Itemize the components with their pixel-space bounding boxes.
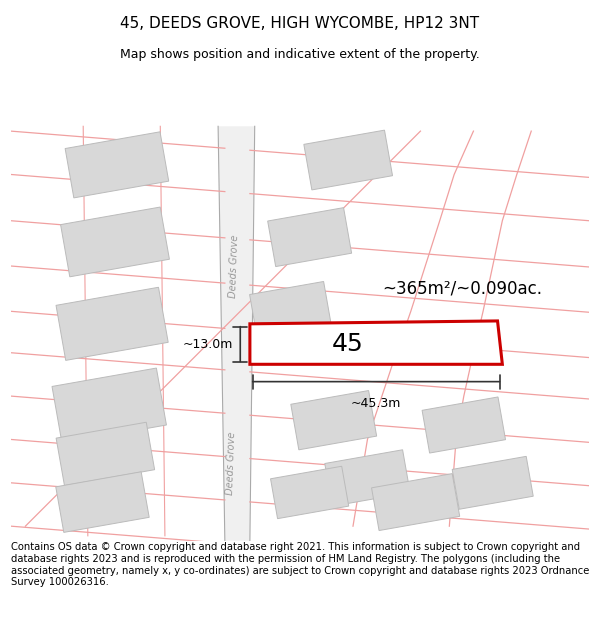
- Polygon shape: [218, 126, 255, 541]
- Text: ~45.3m: ~45.3m: [351, 397, 401, 410]
- Polygon shape: [56, 422, 155, 486]
- Polygon shape: [250, 321, 502, 364]
- Polygon shape: [271, 466, 349, 519]
- Polygon shape: [250, 281, 331, 338]
- Text: ~13.0m: ~13.0m: [182, 338, 233, 351]
- Polygon shape: [325, 450, 410, 506]
- Polygon shape: [452, 456, 533, 509]
- Text: Deeds Grove: Deeds Grove: [224, 432, 237, 496]
- Polygon shape: [371, 474, 460, 531]
- Polygon shape: [65, 132, 169, 198]
- Text: Map shows position and indicative extent of the property.: Map shows position and indicative extent…: [120, 48, 480, 61]
- Polygon shape: [268, 208, 352, 267]
- Polygon shape: [56, 288, 168, 361]
- Text: Contains OS data © Crown copyright and database right 2021. This information is : Contains OS data © Crown copyright and d…: [11, 542, 589, 587]
- Polygon shape: [61, 207, 169, 277]
- Polygon shape: [422, 397, 506, 453]
- Text: Deeds Grove: Deeds Grove: [229, 234, 241, 298]
- Polygon shape: [304, 130, 392, 190]
- Polygon shape: [52, 368, 166, 443]
- Text: 45: 45: [331, 332, 363, 356]
- Text: 45, DEEDS GROVE, HIGH WYCOMBE, HP12 3NT: 45, DEEDS GROVE, HIGH WYCOMBE, HP12 3NT: [121, 16, 479, 31]
- Polygon shape: [291, 391, 377, 450]
- Polygon shape: [56, 472, 149, 532]
- Text: ~365m²/~0.090ac.: ~365m²/~0.090ac.: [382, 279, 542, 297]
